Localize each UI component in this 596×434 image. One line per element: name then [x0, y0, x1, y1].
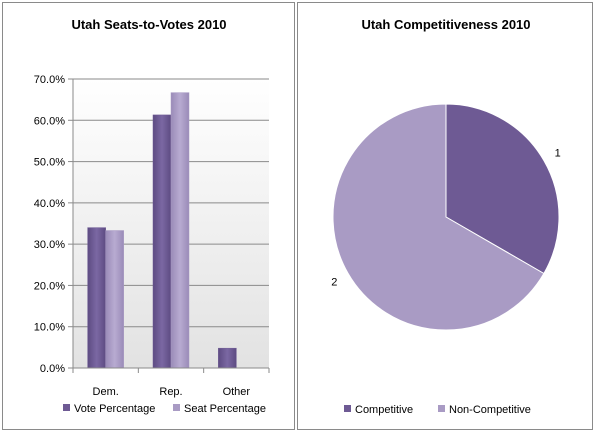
legend-swatch: [438, 405, 445, 412]
pie-slice-competitive: [445, 103, 560, 275]
bar-chart: Utah Seats-to-Votes 2010 0.0% 10.0% 20.0% 3…: [34, 17, 270, 415]
legend-label: Competitive: [355, 404, 413, 416]
bar-vote-percentage-other: [218, 347, 237, 369]
bar-chart-title: Utah Seats-to-Votes 2010: [71, 17, 226, 32]
y-tick-label: 50.0%: [34, 157, 65, 169]
legend-label: Non-Competitive: [449, 404, 531, 416]
bar-seat-percentage-rep: [170, 92, 190, 369]
legend-item: Seat Percentage: [173, 403, 266, 415]
pie-slice-non-competitive: [332, 103, 545, 331]
y-tick-label: 60.0%: [34, 115, 65, 127]
legend-swatch: [344, 405, 351, 412]
bar-seat-percentage-dem: [105, 230, 124, 369]
legend-item: Non-Competitive: [438, 404, 531, 416]
pie-chart: Utah Competitiveness 2010 1 2 Competitive…: [331, 17, 561, 416]
x-tick-label: Rep.: [159, 386, 182, 398]
seats-to-votes-panel: Utah Seats-to-Votes 2010 0.0% 10.0% 20.0% 3…: [2, 2, 295, 430]
y-tick-label: 70.0%: [34, 74, 65, 86]
legend-label: Vote Percentage: [74, 403, 155, 415]
x-tick-label: Dem.: [93, 386, 119, 398]
legend-item: Competitive: [344, 404, 413, 416]
pie-chart-title: Utah Competitiveness 2010: [361, 17, 530, 32]
y-tick-label: 40.0%: [34, 198, 65, 210]
pie-data-label: 1: [555, 148, 561, 160]
y-tick-label: 30.0%: [34, 239, 65, 251]
legend-label: Seat Percentage: [184, 403, 266, 415]
bar-vote-percentage-dem: [87, 227, 106, 369]
bar-vote-percentage-rep: [152, 114, 172, 369]
y-tick-label: 20.0%: [34, 280, 65, 292]
competitiveness-panel: Utah Competitiveness 2010 1 2 Competitive…: [297, 2, 593, 430]
legend-swatch: [173, 404, 180, 411]
legend-swatch: [63, 404, 70, 411]
y-tick-label: 0.0%: [40, 363, 65, 375]
y-tick-label: 10.0%: [34, 322, 65, 334]
legend-item: Vote Percentage: [63, 403, 155, 415]
pie-data-label: 2: [331, 277, 337, 289]
x-tick-label: Other: [223, 386, 251, 398]
